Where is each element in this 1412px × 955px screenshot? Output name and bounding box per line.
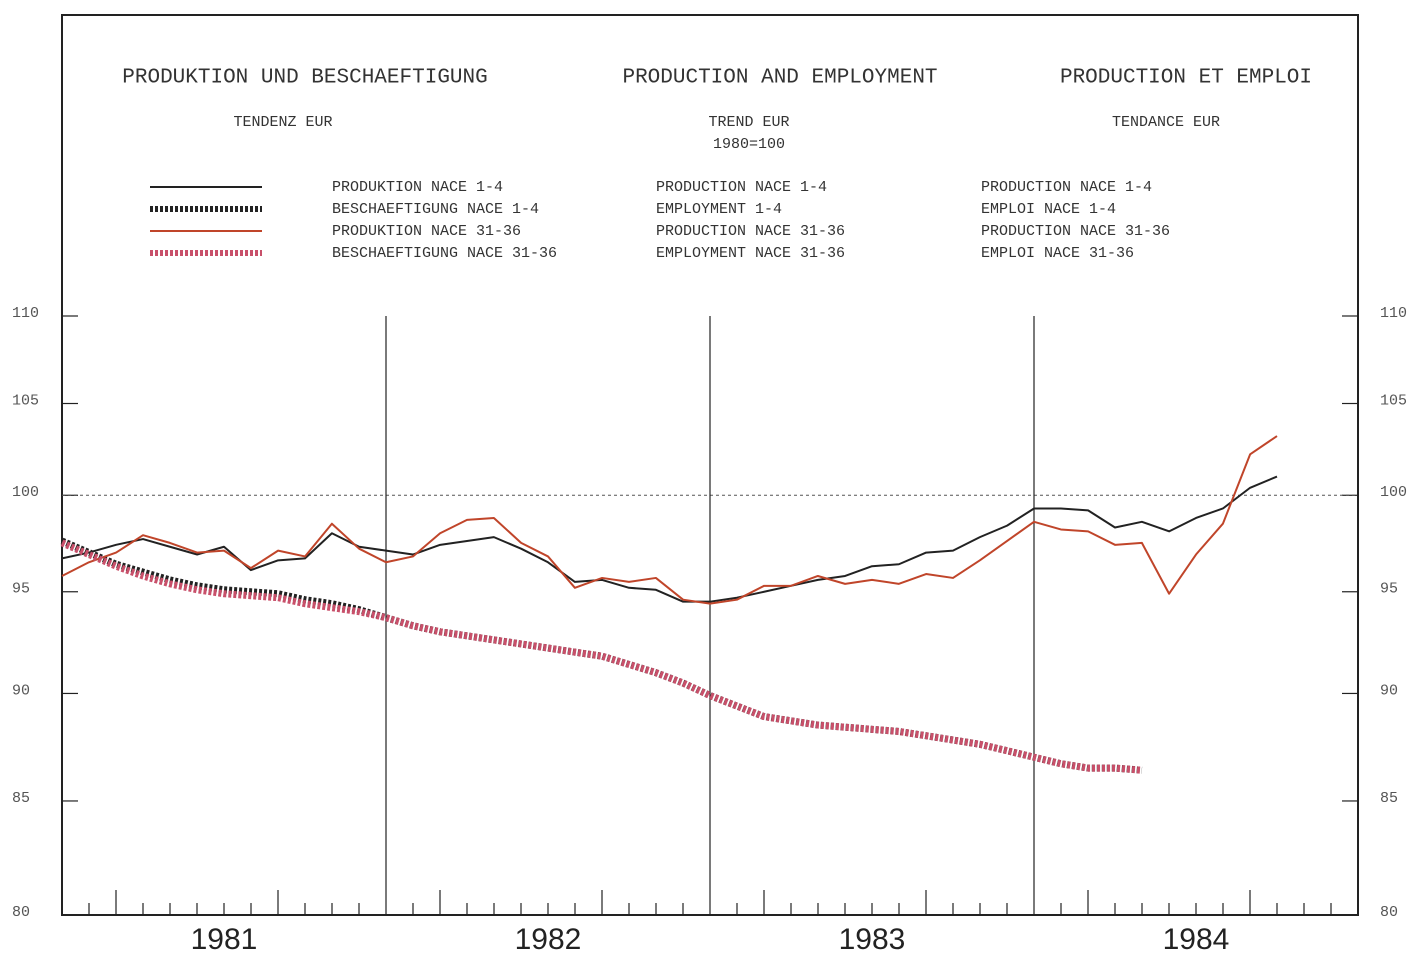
legend-label: EMPLOI NACE 1-4 [981, 201, 1116, 218]
title-en: PRODUCTION AND EMPLOYMENT [622, 67, 937, 90]
y-tick-label: 80 [12, 904, 30, 921]
y-tick-label: 90 [12, 682, 30, 699]
y-tick-label: 85 [12, 790, 30, 807]
y2-tick-label: 85 [1380, 790, 1398, 807]
legend-label: EMPLOYMENT 1-4 [656, 201, 782, 218]
y2-tick-label: 80 [1380, 904, 1398, 921]
title-fr: PRODUCTION ET EMPLOI [1060, 67, 1312, 90]
title-de: PRODUKTION UND BESCHAEFTIGUNG [122, 67, 487, 90]
y-tick-label: 100 [12, 484, 39, 501]
subtitle-de: TENDENZ EUR [233, 114, 332, 131]
y2-tick-label: 95 [1380, 581, 1398, 598]
legend-label: PRODUCTION NACE 31-36 [981, 223, 1170, 240]
series-line [61, 435, 1278, 605]
y-tick-label: 95 [12, 581, 30, 598]
legend-label: PRODUCTION NACE 1-4 [656, 179, 827, 196]
base-note: 1980=100 [713, 136, 785, 153]
legend-label: PRODUCTION NACE 31-36 [656, 223, 845, 240]
x-tick-label: 1983 [839, 923, 906, 955]
legend-label: EMPLOYMENT NACE 31-36 [656, 245, 845, 262]
y2-tick-label: 100 [1380, 484, 1407, 501]
legend-label: BESCHAEFTIGUNG NACE 1-4 [332, 201, 539, 218]
legend-label: PRODUCTION NACE 1-4 [981, 179, 1152, 196]
y2-tick-label: 110 [1380, 305, 1407, 322]
y2-tick-label: 90 [1380, 682, 1398, 699]
y2-tick-label: 105 [1380, 392, 1407, 409]
x-tick-label: 1982 [515, 923, 582, 955]
subtitle-en: TREND EUR [708, 114, 789, 131]
subtitle-fr: TENDANCE EUR [1112, 114, 1220, 131]
legend-label: EMPLOI NACE 31-36 [981, 245, 1134, 262]
x-tick-label: 1984 [1163, 923, 1230, 955]
series-line [60, 539, 1143, 774]
series-line [60, 537, 1143, 774]
legend-label: PRODUKTION NACE 31-36 [332, 223, 521, 240]
series-line [61, 475, 1278, 603]
y-tick-label: 105 [12, 392, 39, 409]
legend-label: BESCHAEFTIGUNG NACE 31-36 [332, 245, 557, 262]
y-tick-label: 110 [12, 305, 39, 322]
x-tick-label: 1981 [191, 923, 258, 955]
legend-label: PRODUKTION NACE 1-4 [332, 179, 503, 196]
